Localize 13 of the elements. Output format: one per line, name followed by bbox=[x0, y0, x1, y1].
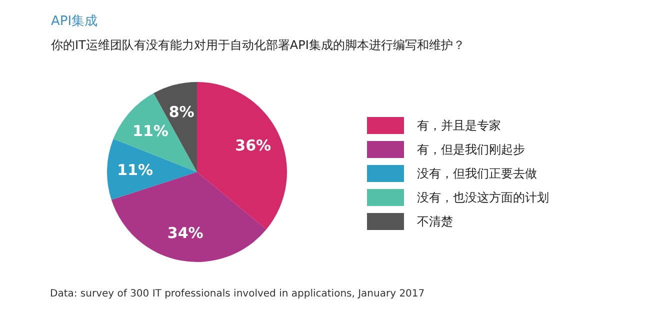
chart-title: API集成 bbox=[51, 14, 98, 29]
data-label: 36% bbox=[235, 136, 272, 155]
data-label: 11% bbox=[117, 161, 153, 180]
chart-subtitle: 你的IT运维团队有没有能力对用于自动化部署API集成的脚本进行编写和维护？ bbox=[50, 38, 465, 52]
legend-label: 没有，也没这方面的计划 bbox=[417, 190, 549, 204]
data-label: 11% bbox=[132, 122, 168, 140]
legend-label: 有，并且是专家 bbox=[417, 118, 501, 132]
legend-label: 没有，但我们正要去做 bbox=[417, 166, 537, 180]
legend-label: 有，但是我们刚起步 bbox=[417, 142, 525, 156]
text: Data: survey of 300 IT professionals involved in applications, January 2017 bbox=[50, 288, 425, 300]
data-label: 8% bbox=[168, 102, 194, 121]
legend-label: 不清楚 bbox=[417, 214, 453, 228]
data-label: 34% bbox=[167, 224, 204, 242]
